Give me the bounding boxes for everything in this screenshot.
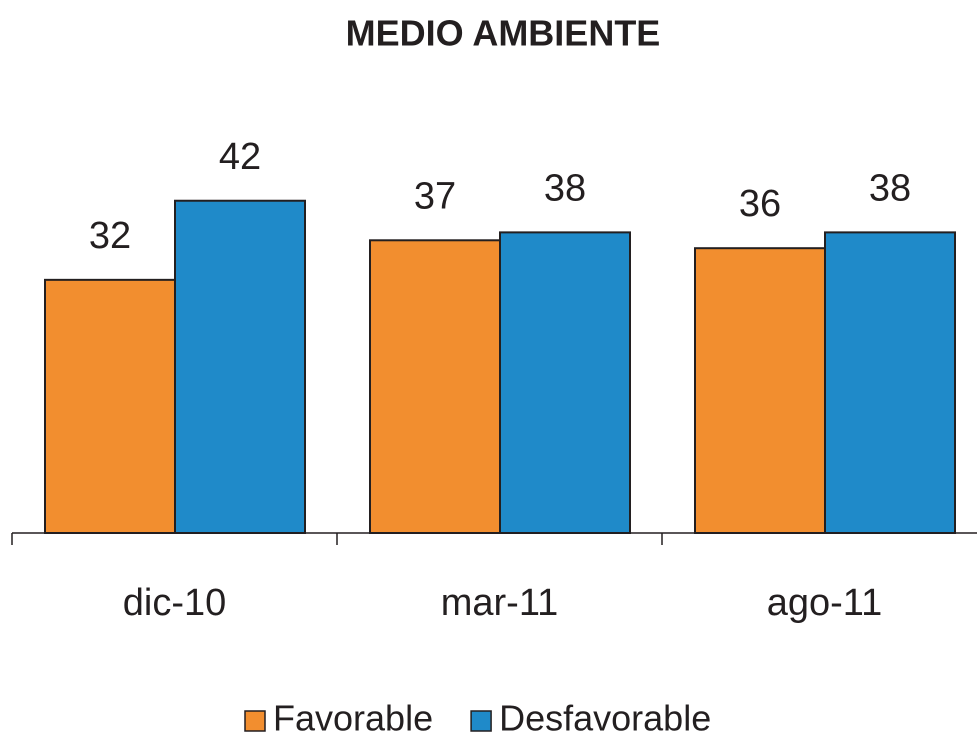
data-label: 38 (544, 167, 586, 209)
data-label: 36 (739, 183, 781, 225)
bar (44, 278, 176, 534)
data-label: 42 (219, 136, 261, 178)
data-label: 32 (89, 215, 131, 257)
bar (824, 231, 956, 534)
x-tick-label: mar-11 (441, 582, 559, 624)
chart-title: MEDIO AMBIENTE (346, 13, 661, 54)
x-tick-label: ago-11 (767, 582, 883, 624)
bar (694, 247, 826, 534)
legend-label: Desfavorable (499, 698, 711, 738)
legend-swatch (244, 710, 266, 732)
x-tick-label: dic-10 (123, 582, 227, 624)
bar (174, 199, 306, 534)
data-label: 38 (869, 167, 911, 209)
bar (369, 239, 501, 535)
bar (499, 231, 631, 534)
data-label: 37 (414, 175, 456, 217)
legend-swatch (470, 710, 492, 732)
legend-label: Favorable (273, 698, 433, 738)
